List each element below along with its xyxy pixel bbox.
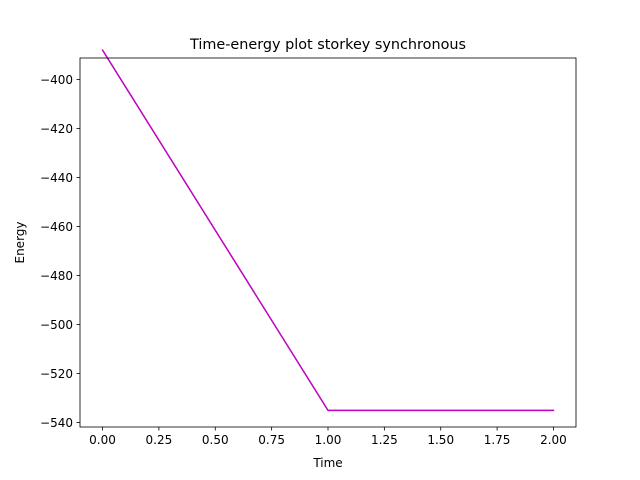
x-tick-label: 1.25 (371, 433, 398, 447)
x-tick-label: 0.75 (258, 433, 285, 447)
chart-title: Time-energy plot storkey synchronous (189, 37, 466, 53)
y-tick-label: −520 (40, 367, 73, 381)
y-tick-label: −540 (40, 416, 73, 430)
y-tick-label: −480 (40, 269, 73, 283)
x-tick-label: 1.75 (484, 433, 511, 447)
plot-area: 0.00 0.25 0.50 0.75 1.00 1.25 1.50 1.75 2.00 −40… (40, 49, 577, 447)
y-axis-label: Energy (13, 221, 27, 263)
y-tick-label: −400 (40, 73, 73, 87)
x-tick-label: 0.25 (146, 433, 173, 447)
x-tick-label: 2.00 (540, 433, 567, 447)
series-line-energy (101, 49, 555, 412)
x-tick-label: 1.50 (427, 433, 454, 447)
series-layer (101, 49, 555, 412)
x-tick-label: 0.50 (202, 433, 229, 447)
x-axis-label: Time (312, 456, 342, 470)
y-tick-label: −440 (40, 171, 73, 185)
x-tick-label: 1.00 (315, 433, 342, 447)
y-tick-label: −500 (40, 318, 73, 332)
x-axis-ticks: 0.00 0.25 0.50 0.75 1.00 1.25 1.50 1.75 2.00 (89, 427, 567, 447)
y-tick-label: −420 (40, 122, 73, 136)
y-tick-label: −460 (40, 220, 73, 234)
x-tick-label: 0.00 (89, 433, 116, 447)
y-axis-ticks: −400 −420 −440 −460 −480 −500 −520 −540 (40, 73, 80, 430)
